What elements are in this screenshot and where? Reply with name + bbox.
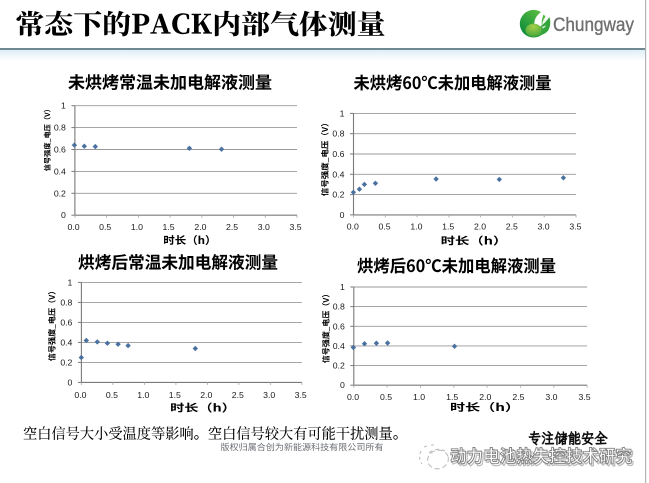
svg-text:1.0: 1.0 <box>131 222 143 232</box>
svg-text:0.8: 0.8 <box>60 297 72 307</box>
svg-text:1.0: 1.0 <box>410 222 422 232</box>
svg-text:0.4: 0.4 <box>60 337 72 347</box>
svg-text:2.5: 2.5 <box>226 222 238 232</box>
svg-text:0.4: 0.4 <box>54 166 66 176</box>
svg-text:3.0: 3.0 <box>258 222 270 232</box>
svg-text:2.0: 2.0 <box>474 222 486 232</box>
svg-text:0.8: 0.8 <box>54 123 66 133</box>
svg-text:0.0: 0.0 <box>74 390 86 400</box>
svg-text:1.0: 1.0 <box>137 390 149 400</box>
svg-text:0.6: 0.6 <box>54 145 66 155</box>
svg-text:0: 0 <box>340 210 345 220</box>
svg-text:2.0: 2.0 <box>479 392 491 402</box>
svg-text:0.5: 0.5 <box>379 222 391 232</box>
svg-text:0.4: 0.4 <box>332 169 344 179</box>
svg-text:0.6: 0.6 <box>332 149 344 159</box>
svg-text:2.5: 2.5 <box>512 392 524 402</box>
svg-text:0.2: 0.2 <box>332 190 344 200</box>
svg-text:0: 0 <box>68 377 73 387</box>
svg-text:0.6: 0.6 <box>60 317 72 327</box>
svg-text:1: 1 <box>340 282 345 292</box>
svg-text:3.5: 3.5 <box>578 392 590 402</box>
svg-text:0.2: 0.2 <box>60 357 72 367</box>
svg-text:0: 0 <box>61 210 66 220</box>
svg-text:0.6: 0.6 <box>333 321 345 331</box>
svg-text:3.5: 3.5 <box>295 390 307 400</box>
svg-text:3.5: 3.5 <box>569 222 581 232</box>
svg-text:0.2: 0.2 <box>333 361 345 371</box>
svg-text:0.0: 0.0 <box>347 392 359 402</box>
svg-text:1.5: 1.5 <box>169 390 181 400</box>
svg-text:1.0: 1.0 <box>413 392 425 402</box>
svg-text:1.5: 1.5 <box>446 392 458 402</box>
svg-text:1: 1 <box>340 108 345 118</box>
svg-text:1.5: 1.5 <box>442 222 454 232</box>
svg-text:3.0: 3.0 <box>545 392 557 402</box>
svg-text:1: 1 <box>61 101 66 111</box>
svg-text:0.5: 0.5 <box>106 390 118 400</box>
svg-text:2.5: 2.5 <box>506 222 518 232</box>
svg-text:0.8: 0.8 <box>333 302 345 312</box>
svg-text:1.5: 1.5 <box>163 222 175 232</box>
svg-text:0.0: 0.0 <box>67 222 79 232</box>
svg-text:3.5: 3.5 <box>289 222 301 232</box>
svg-text:1: 1 <box>68 277 73 287</box>
svg-text:0.8: 0.8 <box>332 129 344 139</box>
svg-text:0.5: 0.5 <box>380 392 392 402</box>
svg-text:2.0: 2.0 <box>200 390 212 400</box>
svg-text:0.5: 0.5 <box>99 222 111 232</box>
svg-text:2.5: 2.5 <box>232 390 244 400</box>
svg-text:Chungway: Chungway <box>553 15 634 36</box>
svg-text:0.2: 0.2 <box>54 188 66 198</box>
svg-text:0: 0 <box>340 380 345 390</box>
svg-text:0.0: 0.0 <box>347 222 359 232</box>
svg-text:2.0: 2.0 <box>194 222 206 232</box>
svg-text:0.4: 0.4 <box>333 341 345 351</box>
svg-text:3.0: 3.0 <box>263 390 275 400</box>
svg-text:3.0: 3.0 <box>538 222 550 232</box>
